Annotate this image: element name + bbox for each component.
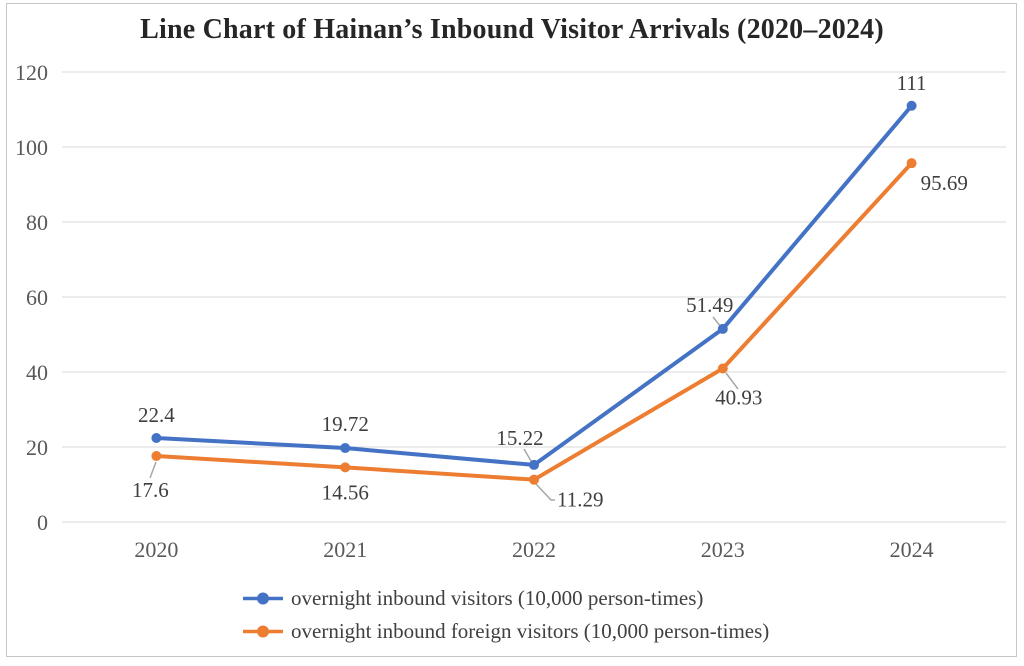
data-label: 22.4 (138, 403, 175, 427)
data-label: 11.29 (557, 488, 603, 512)
x-tick-label: 2020 (134, 537, 178, 562)
data-label: 19.72 (322, 412, 369, 436)
legend: overnight inbound visitors (10,000 perso… (242, 582, 769, 648)
data-point (717, 363, 728, 374)
data-label: 14.56 (322, 480, 369, 504)
data-point (151, 451, 162, 461)
legend-item-overnight-inbound-visitors: overnight inbound visitors (10,000 perso… (242, 582, 769, 615)
data-point (340, 443, 351, 454)
x-tick-label: 2022 (512, 537, 556, 562)
data-point (529, 474, 539, 485)
y-tick-label: 20 (26, 435, 48, 460)
line-marker-icon (243, 592, 283, 605)
label-leader-line (725, 372, 739, 390)
label-leader-line (149, 461, 157, 479)
line-marker-icon (243, 625, 283, 638)
legend-item-overnight-inbound-foreign-visitors: overnight inbound foreign visitors (10,0… (242, 615, 769, 648)
data-label: 15.22 (496, 426, 543, 450)
y-tick-label: 100 (15, 135, 48, 160)
y-tick-label: 80 (26, 210, 48, 235)
data-label: 95.69 (921, 171, 968, 195)
data-label: 17.6 (132, 478, 169, 502)
data-point (906, 100, 917, 111)
y-tick-label: 40 (26, 360, 48, 385)
data-point (151, 433, 162, 443)
data-point (340, 462, 351, 473)
x-tick-label: 2023 (701, 537, 745, 562)
data-label: 111 (897, 71, 927, 95)
data-point (529, 459, 539, 470)
data-label: 40.93 (715, 386, 762, 410)
chart-frame (6, 3, 1017, 657)
legend-label-overnight-inbound-foreign-visitors: overnight inbound foreign visitors (10,0… (291, 619, 770, 643)
data-label: 51.49 (686, 293, 733, 317)
y-tick-label: 60 (26, 285, 48, 310)
chart-title: Line Chart of Hainan’s Inbound Visitor A… (140, 14, 884, 45)
y-tick-label: 0 (37, 510, 48, 535)
x-tick-label: 2021 (323, 537, 367, 562)
label-leader-line (523, 448, 532, 462)
data-point (906, 158, 917, 169)
y-tick-label: 120 (15, 60, 48, 85)
x-tick-label: 2024 (890, 537, 934, 562)
label-leader-line (535, 483, 555, 501)
legend-label-overnight-inbound-visitors: overnight inbound visitors (10,000 perso… (291, 586, 704, 610)
data-point (717, 323, 728, 334)
